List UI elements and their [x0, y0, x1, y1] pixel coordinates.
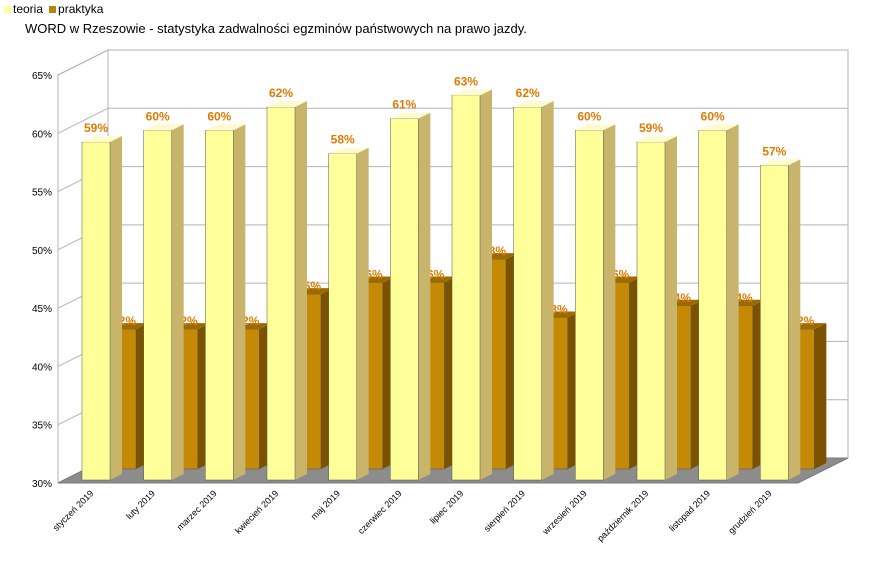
- data-label-teoria: 63%: [454, 74, 478, 88]
- x-tick-label: marzec 2019: [175, 488, 219, 532]
- y-tick-label: 55%: [32, 188, 52, 199]
- x-tick-label: styczeń 2019: [51, 488, 96, 533]
- bar-teoria-top: [513, 100, 554, 107]
- bar-teoria-side: [171, 124, 184, 481]
- data-label-teoria: 60%: [207, 109, 231, 123]
- bar-teoria-side: [295, 100, 307, 480]
- bar-teoria-top: [698, 124, 739, 131]
- x-tick-label: grudzień 2019: [726, 488, 773, 535]
- bar-teoria-top: [82, 135, 122, 142]
- gridline-side: [57, 49, 109, 76]
- bar-teoria-top: [575, 124, 616, 131]
- bar-teoria-side: [541, 100, 554, 480]
- bar-teoria-top: [452, 89, 492, 96]
- gridline-side: [57, 107, 109, 134]
- y-tick-label: 45%: [32, 304, 52, 315]
- bar-teoria: [698, 130, 727, 481]
- bar-teoria: [390, 118, 419, 481]
- x-tick-label: lipiec 2019: [428, 488, 465, 525]
- bar-teoria-top: [760, 159, 801, 166]
- bar-teoria-side: [726, 124, 739, 481]
- legend-swatch-teoria: [4, 5, 11, 13]
- bar-teoria-side: [418, 112, 431, 480]
- legend-item-teoria: teoria: [4, 2, 43, 16]
- bar-teoria-top: [637, 135, 677, 142]
- bar-teoria: [205, 130, 234, 481]
- data-label-teoria: 59%: [84, 121, 108, 135]
- x-tick-label: kwiecień 2019: [233, 488, 280, 535]
- y-tick-label: 40%: [32, 362, 52, 373]
- bar-teoria: [328, 153, 357, 481]
- y-tick-label: 60%: [32, 129, 52, 140]
- bar-teoria-side: [356, 147, 369, 480]
- y-tick-label: 30%: [32, 479, 52, 490]
- bar-teoria: [575, 130, 604, 481]
- data-label-teoria: 60%: [577, 109, 601, 123]
- bar-teoria-top: [205, 124, 246, 131]
- x-tick-label: październik 2019: [595, 488, 650, 543]
- bar-teoria: [81, 141, 111, 481]
- x-tick-label: maj 2019: [309, 488, 342, 521]
- bar-teoria: [513, 106, 542, 481]
- x-tick-label: czerwiec 2019: [356, 488, 404, 536]
- x-tick-label: wrzesień 2019: [540, 488, 589, 537]
- bar-teoria-top: [267, 100, 307, 107]
- bar-praktyka-side: [814, 323, 827, 469]
- data-label-teoria: 60%: [146, 109, 170, 123]
- x-tick-label: sierpień 2019: [482, 488, 527, 533]
- bar-teoria-side: [110, 135, 122, 480]
- data-label-teoria: 61%: [392, 98, 416, 112]
- data-label-teoria: 58%: [331, 133, 355, 147]
- legend-swatch-praktyka: [49, 5, 57, 13]
- legend: teoria praktyka: [4, 2, 103, 16]
- y-tick-label: 35%: [32, 421, 52, 432]
- data-label-teoria: 62%: [516, 86, 540, 100]
- bar-teoria: [451, 95, 481, 481]
- bar-teoria-top: [143, 124, 184, 131]
- bar-teoria-side: [233, 124, 246, 481]
- data-label-teoria: 62%: [269, 86, 293, 100]
- bar-teoria: [636, 141, 666, 481]
- data-label-teoria: 59%: [639, 121, 663, 135]
- bar-teoria: [760, 165, 789, 481]
- bar-teoria-side: [665, 135, 677, 480]
- x-tick-label: listopad 2019: [667, 488, 712, 533]
- bar-teoria-side: [788, 159, 801, 480]
- data-label-teoria: 57%: [762, 144, 786, 158]
- data-label-teoria: 60%: [701, 109, 725, 123]
- bar-teoria-top: [328, 147, 369, 154]
- y-tick-label: 65%: [32, 71, 52, 82]
- legend-item-praktyka: praktyka: [49, 2, 103, 16]
- bar-teoria-side: [603, 124, 616, 481]
- bar-teoria-side: [480, 89, 492, 481]
- y-tick-label: 50%: [32, 246, 52, 257]
- bar-teoria: [143, 130, 172, 481]
- x-tick-label: luty 2019: [124, 488, 157, 521]
- bar-teoria-top: [390, 112, 431, 119]
- bar-teoria: [266, 106, 296, 481]
- chart-title: WORD w Rzeszowie - statystyka zadwalnośc…: [25, 21, 527, 36]
- legend-label-teoria: teoria: [13, 2, 44, 16]
- legend-label-praktyka: praktyka: [58, 2, 104, 16]
